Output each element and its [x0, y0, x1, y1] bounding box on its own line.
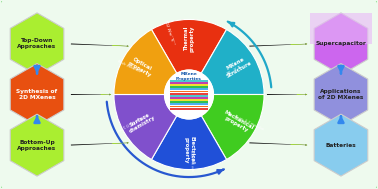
Bar [170, 88, 208, 90]
Text: Wide variation: Wide variation [117, 60, 141, 74]
Wedge shape [201, 29, 264, 94]
Wedge shape [201, 94, 264, 160]
Text: Surface
chemistry: Surface chemistry [125, 110, 156, 134]
Polygon shape [314, 13, 368, 75]
Text: Berry 2-3 modulus: Berry 2-3 modulus [234, 114, 264, 131]
Polygon shape [314, 114, 368, 176]
Text: Batteries: Batteries [325, 143, 356, 148]
Text: Mₙ₊₁XₙTₓ: Mₙ₊₁XₙTₓ [226, 64, 244, 76]
Polygon shape [10, 13, 64, 75]
Text: MXene
Structure: MXene Structure [222, 55, 253, 78]
Bar [170, 93, 208, 94]
Text: Applications
of 2D MXenes: Applications of 2D MXenes [318, 89, 364, 100]
Text: Optical
property: Optical property [127, 55, 155, 78]
Wedge shape [152, 19, 226, 73]
Text: Thermal
property: Thermal property [184, 26, 194, 52]
Bar [170, 105, 208, 107]
Text: ~8000 S cm⁻¹: ~8000 S cm⁻¹ [189, 146, 194, 174]
Text: Bond: T, O, OH, F, Cl, S: Bond: T, O, OH, F, Cl, S [115, 116, 147, 135]
Bar [170, 82, 208, 84]
Text: Mechanical
property: Mechanical property [220, 109, 254, 135]
Bar [170, 80, 208, 82]
Polygon shape [10, 114, 64, 176]
Wedge shape [152, 116, 226, 170]
Circle shape [164, 70, 214, 119]
Polygon shape [10, 64, 64, 125]
Text: Synthesis of
2D MXenes: Synthesis of 2D MXenes [17, 89, 57, 100]
Bar [170, 101, 208, 103]
Text: Electrical
property: Electrical property [184, 136, 194, 164]
Bar [170, 86, 208, 88]
Bar [170, 84, 208, 86]
Wedge shape [114, 29, 177, 94]
Bar [170, 103, 208, 105]
Bar [170, 108, 208, 109]
Wedge shape [114, 94, 177, 160]
Text: Top-Down
Approaches: Top-Down Approaches [17, 38, 57, 49]
Polygon shape [310, 13, 372, 44]
Polygon shape [314, 64, 368, 125]
Text: 722 Wm⁻¹K⁻¹: 722 Wm⁻¹K⁻¹ [163, 19, 175, 45]
Bar [170, 95, 208, 97]
Bar [170, 99, 208, 101]
Bar [170, 97, 208, 99]
Text: Bottom-Up
Approaches: Bottom-Up Approaches [17, 140, 57, 151]
Bar [170, 91, 208, 92]
Text: Supercapacitor: Supercapacitor [316, 41, 366, 46]
Text: MXene
Properties: MXene Properties [176, 72, 202, 81]
